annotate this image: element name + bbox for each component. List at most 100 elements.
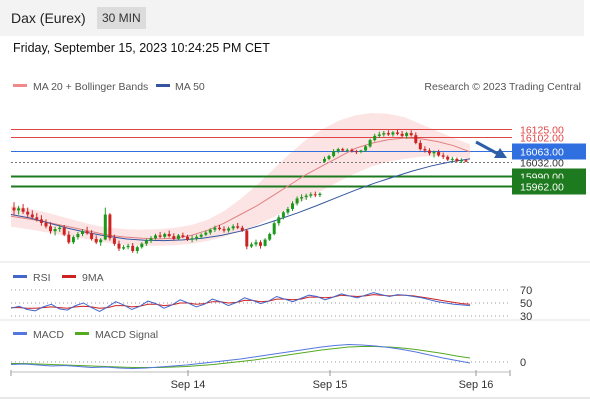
ma20-legend-swatch — [13, 84, 27, 87]
candle-body — [81, 231, 84, 234]
candle-body — [30, 214, 34, 218]
candlesticks — [12, 129, 468, 254]
candle-body — [35, 217, 39, 220]
candle-body — [377, 134, 381, 136]
candle-body — [44, 222, 48, 227]
candle-body — [286, 209, 290, 213]
candle-body — [94, 238, 98, 243]
candle-body — [281, 212, 285, 218]
candle-body — [12, 207, 16, 211]
candle-body — [231, 226, 235, 229]
macd-legend-swatch — [13, 332, 27, 335]
instrument-title: Dax (Eurex) — [11, 10, 86, 26]
candle-body — [446, 156, 450, 160]
candle-body — [245, 230, 249, 247]
candle-body — [240, 227, 244, 231]
candle-body — [117, 243, 121, 249]
ma20-legend-label: MA 20 + Bollinger Bands — [33, 81, 148, 93]
forecast-arrow — [475, 140, 501, 157]
candle-body — [272, 223, 276, 234]
resistance-label: 16102.00 — [520, 133, 564, 145]
candle-body — [332, 151, 336, 157]
candle-body — [437, 151, 441, 156]
candle-body — [158, 235, 162, 237]
macd-signal-legend-label: MACD Signal — [95, 329, 158, 341]
macd-signal-legend-swatch — [75, 332, 89, 335]
candle-body — [304, 195, 308, 198]
candle-body — [414, 135, 418, 143]
candle-body — [195, 236, 199, 239]
candle-body — [441, 155, 445, 157]
candle-body — [144, 240, 148, 244]
candle-body — [213, 227, 217, 230]
candle-body — [163, 234, 167, 237]
pivot-label: 16063.00 — [520, 147, 564, 159]
candle-body — [364, 146, 368, 151]
rsi-legend-swatch — [13, 275, 27, 278]
macd-line — [10, 343, 471, 370]
candle-body — [218, 227, 221, 230]
candle-body — [345, 149, 349, 151]
candle-body — [58, 227, 62, 230]
candle-body — [108, 214, 112, 239]
candle-body — [181, 235, 185, 237]
candle-body — [17, 208, 21, 211]
candle-body — [208, 229, 212, 233]
candle-body — [428, 150, 431, 154]
candle-body — [21, 208, 25, 212]
candle-body — [90, 233, 94, 239]
ma50-legend-swatch — [156, 84, 170, 87]
macd-tick-label: 0 — [520, 357, 526, 369]
candle-body — [26, 211, 30, 215]
candle-body — [167, 234, 171, 237]
candle-body — [359, 150, 363, 152]
candle-body — [99, 239, 103, 243]
candle-body — [176, 235, 180, 239]
ma50-legend-label: MA 50 — [175, 81, 205, 93]
x-axis-tick-label: Sep 16 — [459, 379, 494, 391]
candle-body — [268, 234, 272, 240]
rsi-tick-label: 70 — [520, 285, 532, 297]
candle-body — [318, 193, 322, 196]
candle-body — [154, 235, 157, 239]
rsi-line — [10, 292, 471, 312]
candle-body — [135, 247, 139, 251]
macd-panel: 0 — [10, 343, 526, 370]
candle-body — [368, 140, 372, 147]
candle-body — [140, 243, 144, 248]
candle-body — [350, 149, 354, 152]
candle-body — [336, 149, 340, 152]
candle-body — [327, 156, 331, 159]
candle-body — [291, 203, 294, 209]
candle-body — [227, 228, 231, 231]
candle-body — [423, 149, 427, 151]
candle-body — [396, 132, 399, 134]
candle-body — [409, 133, 413, 136]
support-label-box — [512, 178, 586, 195]
candle-body — [186, 236, 189, 240]
candle-body — [391, 132, 395, 135]
candle-body — [373, 135, 377, 141]
rsi-ma-legend-label: 9MA — [82, 272, 104, 284]
bollinger-bands — [11, 113, 470, 246]
candle-body — [386, 133, 390, 135]
candle-body — [190, 238, 194, 240]
last-price-label: 16032.00 — [520, 158, 564, 170]
candle-body — [222, 229, 226, 231]
candle-body — [400, 133, 404, 136]
candle-body — [464, 160, 468, 162]
candle-body — [199, 234, 203, 237]
candle-body — [277, 217, 281, 224]
candle-body — [309, 194, 313, 196]
candle-body — [103, 214, 107, 240]
bollinger-band-area — [11, 113, 470, 246]
x-axis-tick-label: Sep 14 — [171, 379, 206, 391]
rsi-tick-label: 30 — [520, 311, 532, 323]
timeframe-badge[interactable]: 30 MIN — [97, 7, 146, 29]
candle-body — [295, 198, 299, 204]
candle-body — [53, 229, 57, 232]
resistance-label: 16125.00 — [520, 125, 564, 137]
candle-body — [254, 242, 258, 245]
